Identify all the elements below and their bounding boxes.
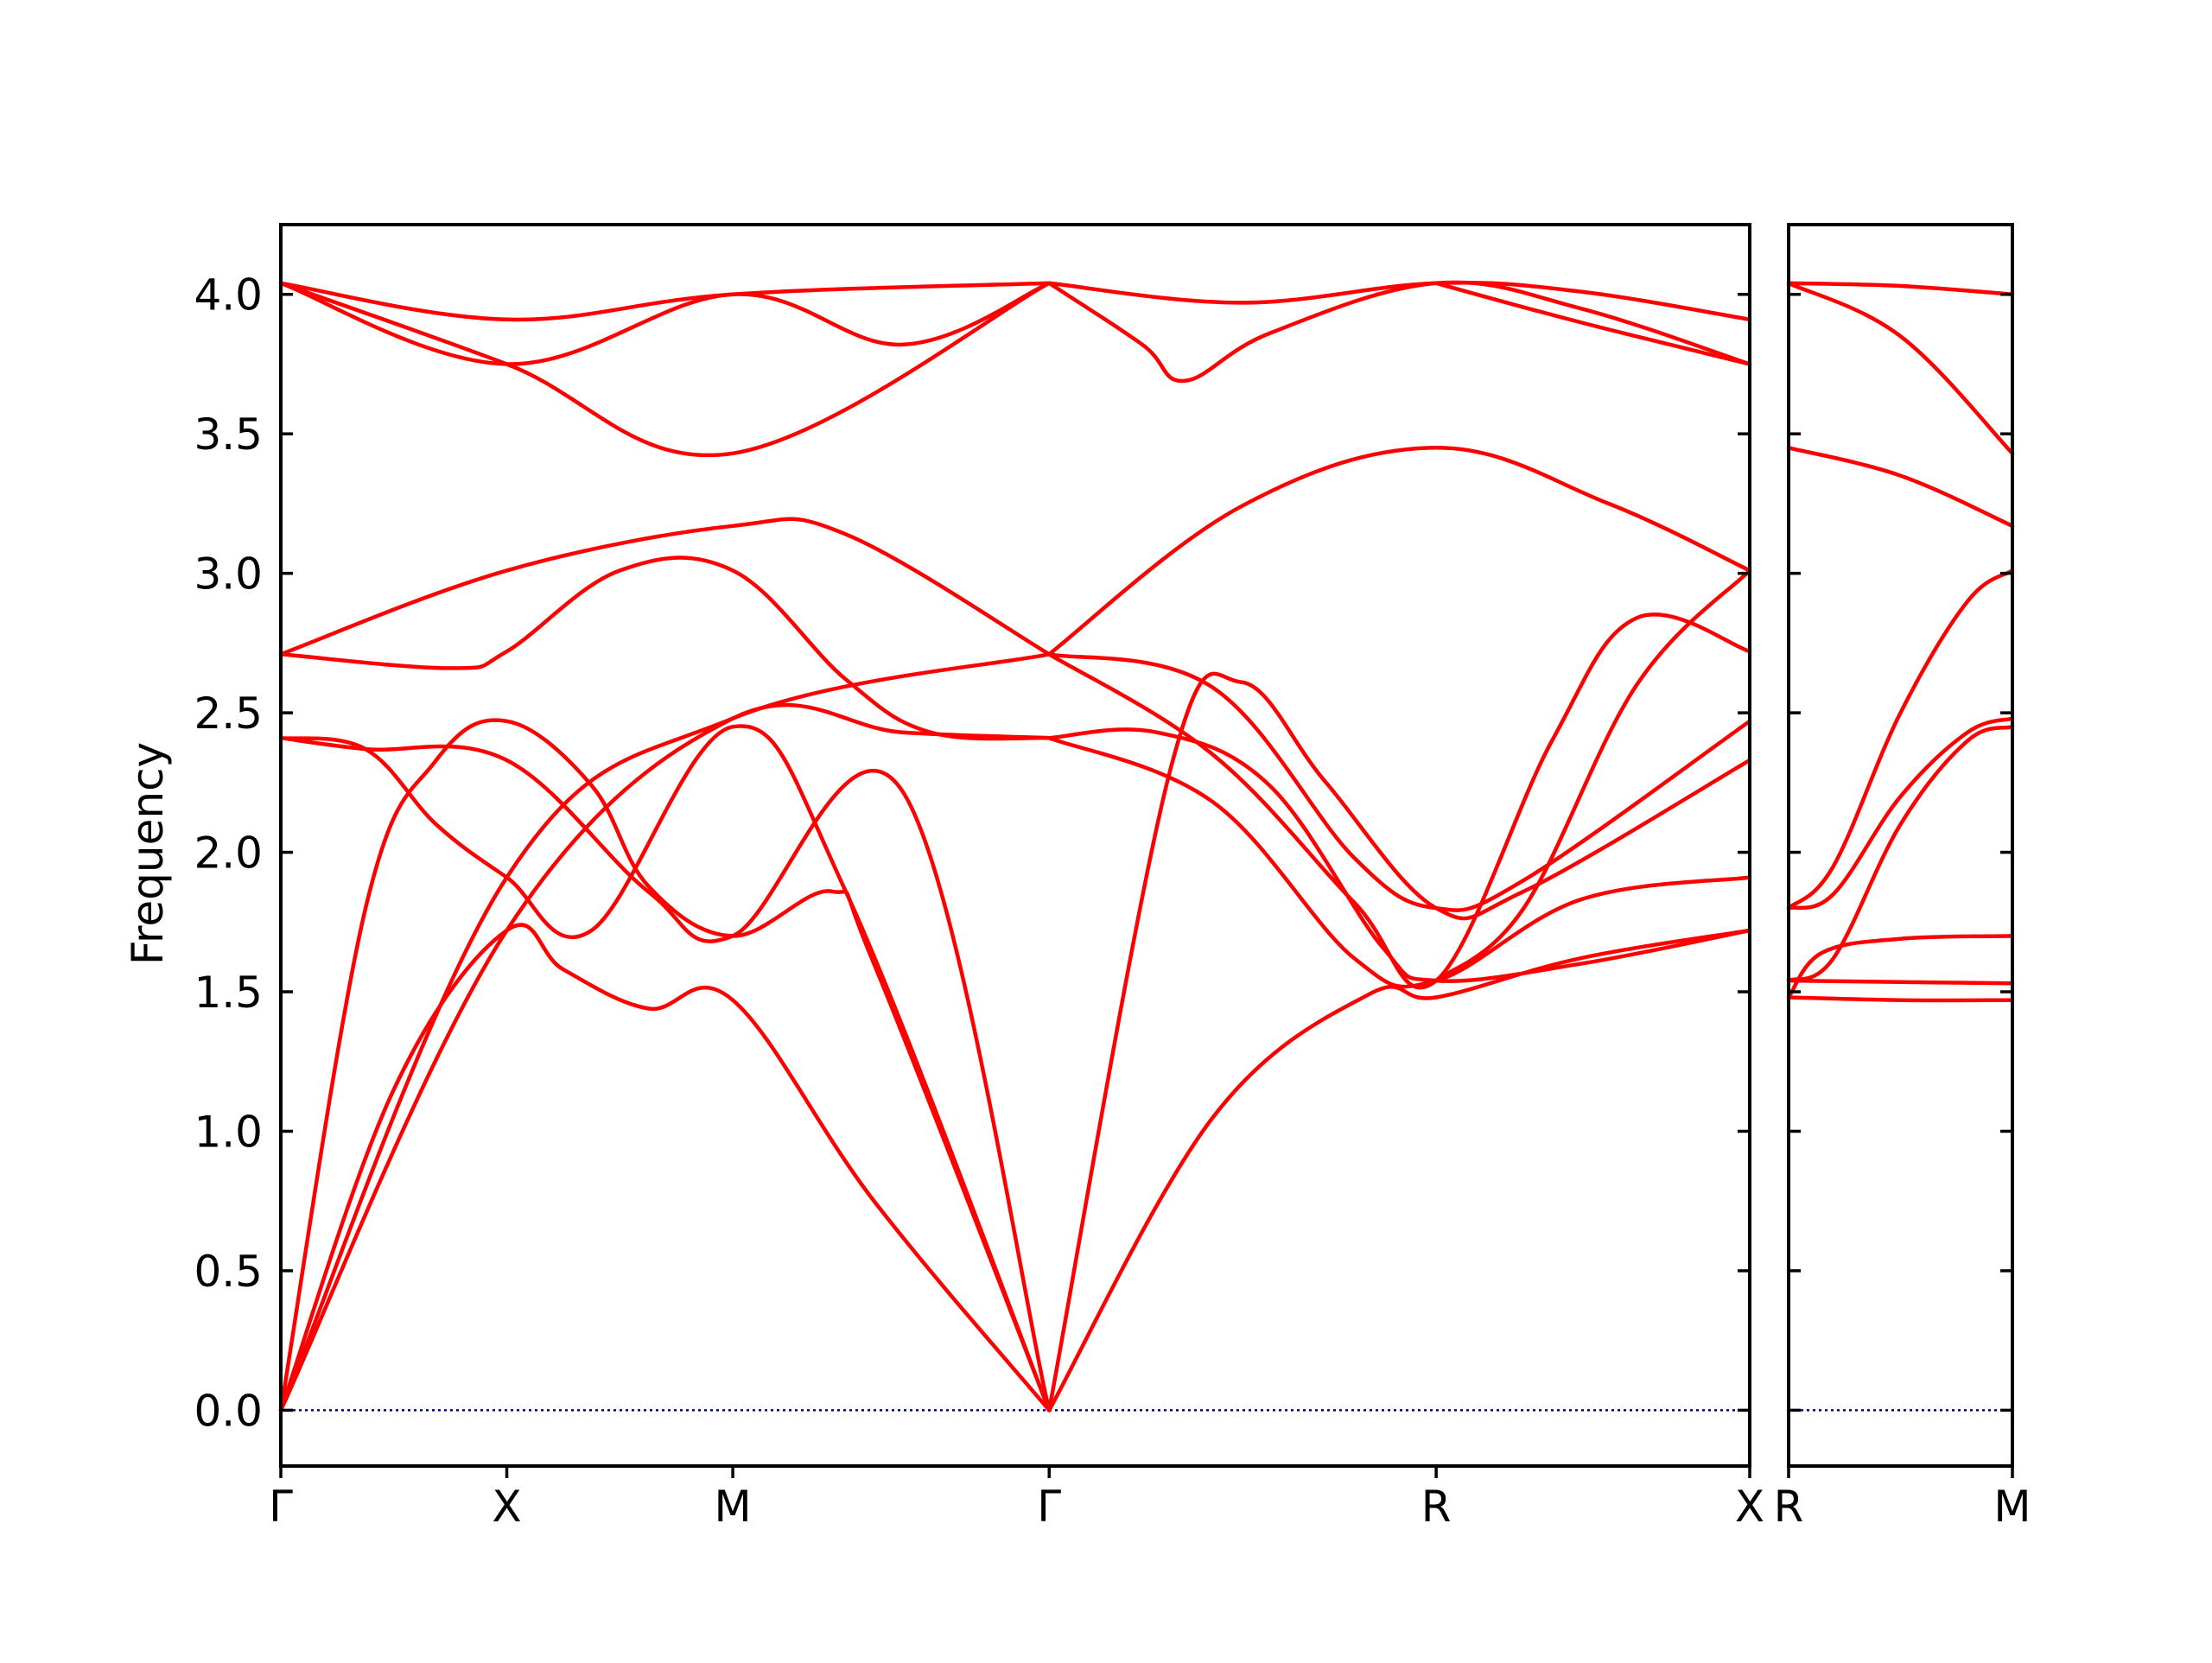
x-tick-label-right-0: R (1774, 1482, 1804, 1532)
band-series-main-6 (278, 555, 1052, 741)
band-series-right-7 (1786, 725, 2015, 983)
band-series-main-7 (278, 702, 1052, 1412)
x-tick-label-main-1: X (492, 1482, 521, 1532)
band-series-right-1 (1786, 281, 2015, 296)
y-tick-label-6: 3.0 (194, 549, 263, 600)
band-series-main-17 (1046, 446, 1752, 657)
y-tick-label-0: 0.0 (194, 1386, 263, 1436)
y-tick-label-7: 3.5 (194, 409, 263, 460)
band-series-main-20 (1046, 280, 1752, 384)
band-series-main-13 (1046, 671, 1752, 1412)
band-series-main-4 (278, 735, 1052, 1412)
axes-frames (279, 223, 2014, 1468)
y-tick-label-1: 0.5 (194, 1247, 263, 1297)
x-tick-label-main-0: Γ (269, 1482, 293, 1532)
tick-labels: Γ X M Γ R X R M0.00.51.01.52.02.53.03.54.0 (194, 270, 2031, 1532)
x-tick-label-main-4: R (1421, 1482, 1452, 1532)
y-tick-label-4: 2.0 (194, 828, 263, 879)
band-series-right-6 (1786, 934, 2015, 1000)
axis-ticks (279, 292, 2014, 1478)
band-series-right-9 (1786, 568, 2015, 911)
y-tick-label-2: 1.0 (194, 1107, 263, 1157)
band-series-main-1 (278, 923, 1052, 1412)
band-series-right-3 (1786, 446, 2015, 529)
band-series-main-12 (1046, 928, 1752, 1412)
band-series-main-22 (1433, 568, 1752, 983)
axes-frame-right (1787, 223, 2014, 1468)
axes-frame-main (279, 223, 1751, 1468)
band-series-main-16 (1046, 652, 1752, 912)
x-tick-label-main-5: X (1735, 1482, 1764, 1532)
band-series-right-8 (1786, 716, 2015, 911)
band-lines (278, 280, 2015, 1412)
band-series-main-21 (1433, 281, 1752, 366)
band-series-right-2 (1786, 281, 2015, 456)
band-series-main-11 (278, 281, 1052, 366)
y-axis-title: Frequency (123, 742, 173, 965)
band-series-main-2 (278, 718, 1052, 1412)
band-series-main-8 (278, 652, 1052, 1412)
x-tick-label-main-2: M (715, 1482, 752, 1532)
y-tick-label-8: 4.0 (194, 270, 263, 321)
x-tick-label-right-1: M (1993, 1482, 2031, 1532)
y-tick-label-5: 2.5 (194, 689, 263, 739)
band-series-main-9 (278, 281, 1052, 458)
y-tick-label-3: 1.5 (194, 968, 263, 1018)
band-series-main-14 (1046, 727, 1752, 983)
band-series-main-10 (278, 281, 1052, 322)
band-series-main-3 (278, 724, 1052, 1412)
band-series-main-15 (1046, 735, 1752, 989)
band-series-main-5 (278, 517, 1052, 657)
x-tick-label-main-3: Γ (1037, 1482, 1061, 1532)
band-series-right-5 (1786, 978, 2015, 986)
band-series-right-4 (1786, 995, 2015, 1003)
